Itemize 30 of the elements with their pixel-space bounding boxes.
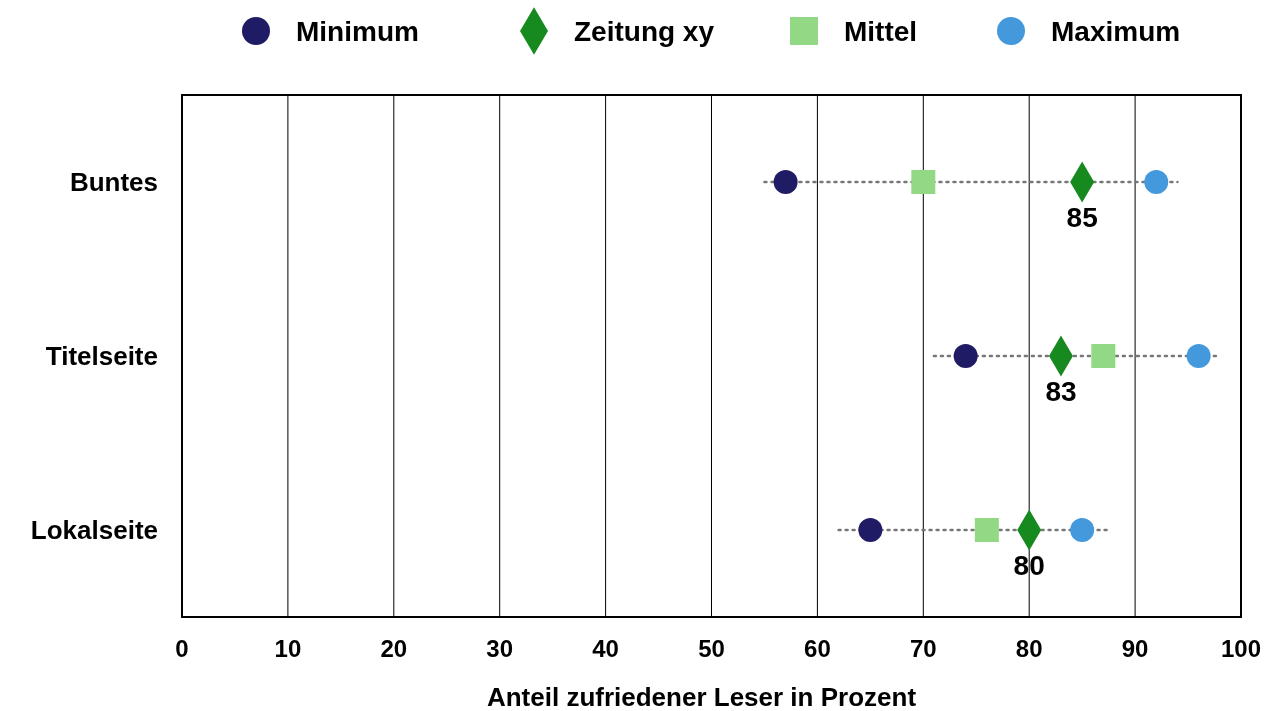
data-label: 85 [1066,202,1098,233]
x-tick-label: 50 [698,635,725,662]
x-tick-label: 90 [1121,635,1149,662]
y-tick-label: Buntes [69,167,158,197]
point [911,170,936,194]
x-tick-label: 80 [1015,635,1043,662]
legend-label: Maximum [1051,16,1181,47]
point [974,518,999,542]
point [1144,170,1169,194]
legend-label: Mittel [844,16,918,47]
point [1186,344,1211,368]
data-label: 83 [1045,376,1077,407]
x-tick-label: 30 [486,635,514,662]
point [1070,518,1095,542]
point [953,344,978,368]
point [773,170,798,194]
x-tick-label: 60 [804,635,831,662]
x-tick-label: 20 [380,635,408,662]
legend-label: Minimum [296,16,419,47]
y-tick-label: Titelseite [45,341,158,371]
x-tick-label: 70 [909,635,937,662]
x-tick-label: 0 [175,635,189,662]
point [1091,344,1116,368]
y-tick-label: Lokalseite [30,515,158,545]
x-axis-title: Anteil zufriedener Leser in Prozent [486,682,917,711]
x-tick-label: 100 [1220,635,1262,662]
x-tick-label: 10 [274,635,302,662]
point [858,518,883,542]
x-tick-label: 40 [592,635,619,662]
legend-label: Zeitung xy [574,16,715,47]
